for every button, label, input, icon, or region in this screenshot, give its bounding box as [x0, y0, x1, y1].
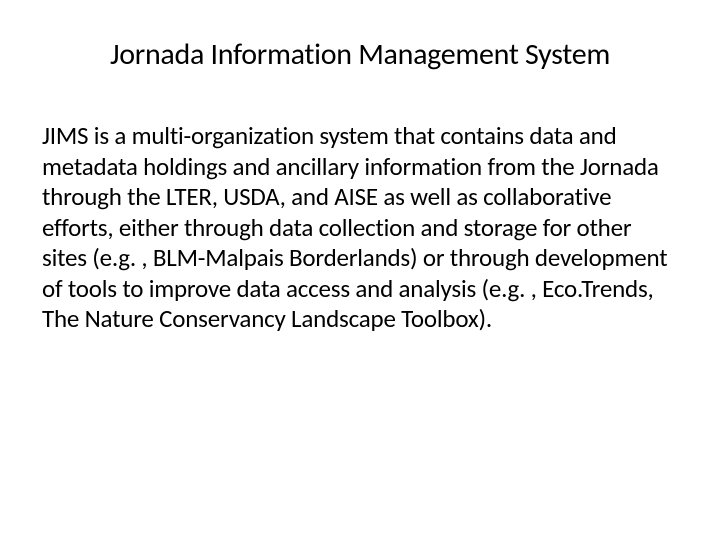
slide-body-text: JIMS is a multi-organization system that…: [42, 121, 678, 335]
slide-title: Jornada Information Management System: [42, 36, 678, 73]
slide-container: Jornada Information Management System JI…: [0, 0, 720, 540]
